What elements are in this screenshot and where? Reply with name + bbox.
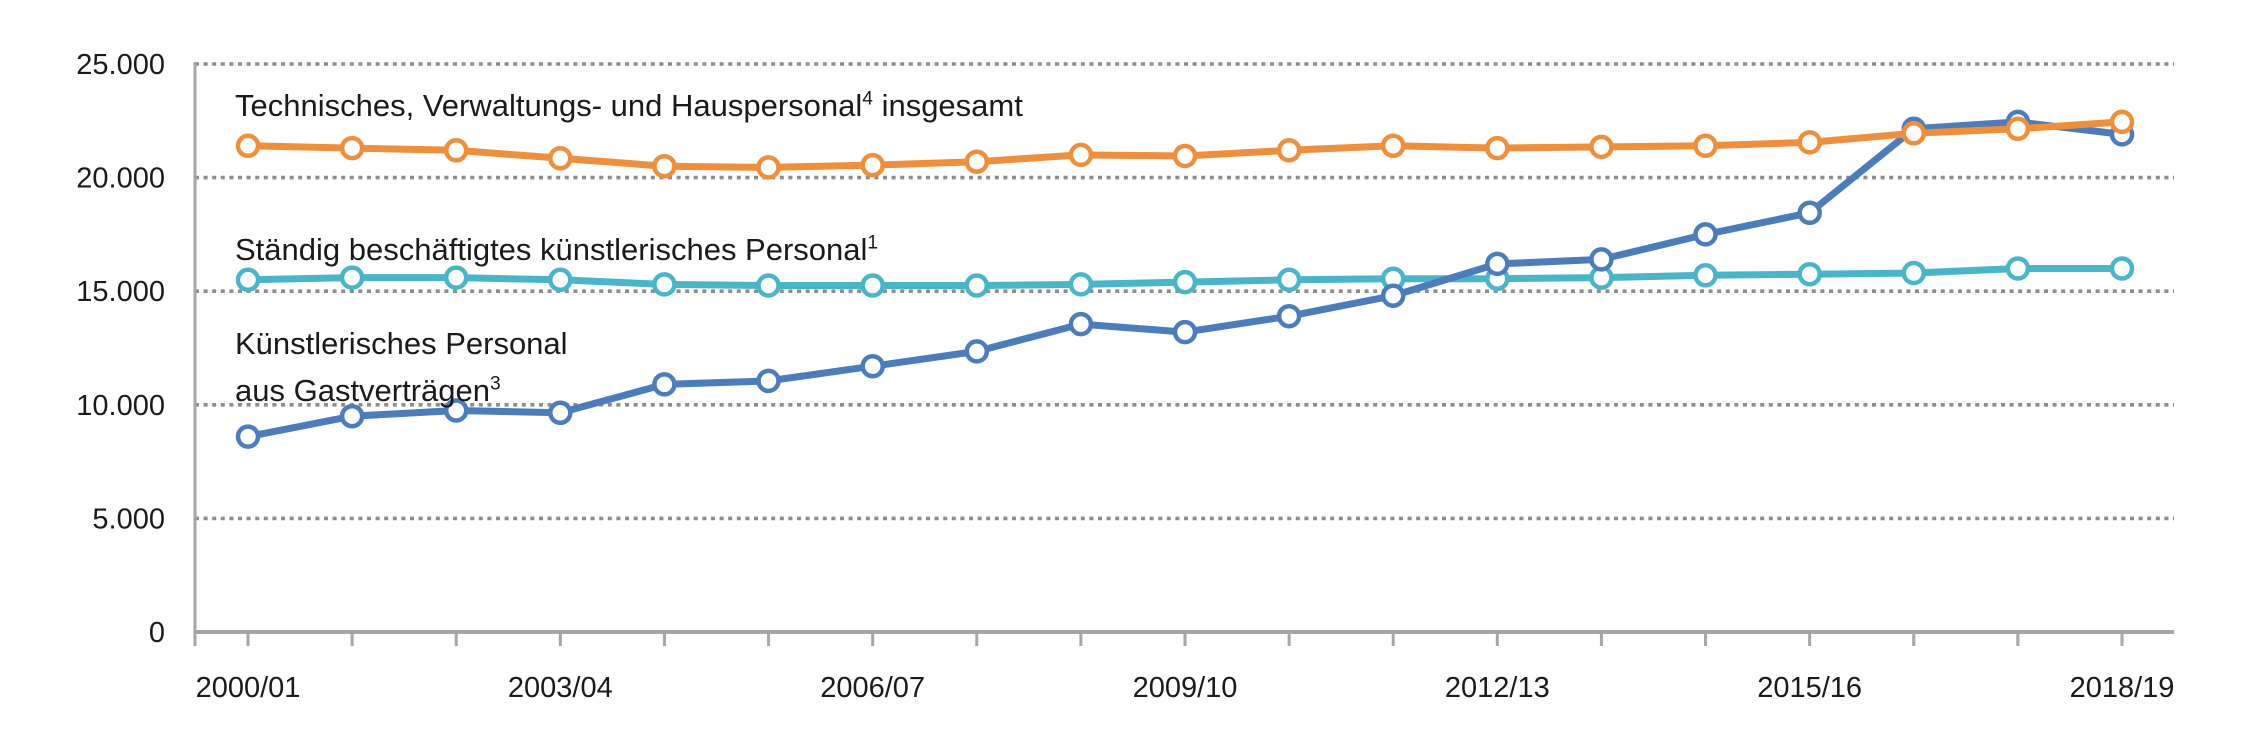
annotation-technical-admin-house-staff: Technisches, Verwaltungs- und Hausperson… — [235, 82, 1023, 129]
marker-guest-contract-artistic-staff — [652, 372, 677, 397]
marker-technical-admin-house-staff-total — [235, 133, 261, 159]
footnote-marker: 4 — [862, 88, 873, 110]
marker-technical-admin-house-staff-total — [1797, 130, 1822, 155]
annotation-text: insgesamt — [872, 88, 1023, 123]
marker-technical-admin-house-staff-total — [1693, 133, 1718, 159]
annotation-line-1: Künstlerisches Personal — [235, 320, 568, 367]
marker-guest-contract-artistic-staff — [1693, 222, 1718, 247]
marker-guest-contract-artistic-staff — [964, 339, 990, 364]
annotation-text: aus Gastverträgen — [235, 373, 491, 408]
annotation-line-2: aus Gastverträgen3 — [235, 367, 568, 414]
marker-technical-admin-house-staff-total — [1276, 138, 1302, 163]
marker-permanent-artistic-staff — [443, 265, 469, 290]
annotation-text: Technisches, Verwaltungs- und Hausperson… — [235, 88, 863, 123]
marker-guest-contract-artistic-staff — [1276, 303, 1302, 329]
marker-technical-admin-house-staff-total — [1172, 143, 1198, 169]
x-tick-label: 2012/13 — [1445, 672, 1550, 704]
marker-guest-contract-artistic-staff — [756, 368, 781, 394]
marker-permanent-artistic-staff — [2109, 256, 2135, 281]
annotation-permanent-artistic-staff: Ständig beschäftigtes künstlerisches Per… — [235, 226, 878, 273]
marker-permanent-artistic-staff — [860, 273, 885, 298]
marker-technical-admin-house-staff-total — [860, 152, 885, 178]
marker-permanent-artistic-staff — [1797, 261, 1822, 287]
marker-guest-contract-artistic-staff — [1797, 200, 1822, 226]
annotation-text: Ständig beschäftigtes künstlerisches Per… — [235, 232, 868, 267]
marker-permanent-artistic-staff — [1693, 263, 1718, 288]
marker-technical-admin-house-staff-total — [1068, 142, 1094, 168]
marker-guest-contract-artistic-staff — [1380, 283, 1406, 308]
marker-technical-admin-house-staff-total — [548, 146, 573, 171]
marker-guest-contract-artistic-staff — [1068, 311, 1094, 337]
marker-technical-admin-house-staff-total — [2005, 116, 2031, 142]
x-tick-label: 2000/01 — [196, 672, 301, 704]
marker-guest-contract-artistic-staff — [860, 353, 885, 379]
y-tick-label: 15.000 — [76, 276, 165, 308]
marker-technical-admin-house-staff-total — [2109, 109, 2135, 135]
y-tick-label: 5.000 — [92, 503, 165, 535]
marker-permanent-artistic-staff — [235, 267, 261, 293]
marker-permanent-artistic-staff — [548, 267, 573, 293]
marker-permanent-artistic-staff — [1901, 260, 1927, 286]
x-tick-label: 2015/16 — [1757, 672, 1862, 704]
marker-guest-contract-artistic-staff — [443, 398, 469, 423]
annotation-text: Künstlerisches Personal — [235, 326, 568, 361]
marker-permanent-artistic-staff — [1172, 269, 1198, 295]
marker-permanent-artistic-staff — [2005, 256, 2031, 281]
marker-guest-contract-artistic-staff — [1172, 319, 1198, 345]
marker-technical-admin-house-staff-total — [1589, 134, 1614, 160]
marker-permanent-artistic-staff — [756, 273, 781, 298]
annotation-guest-contract-staff: Künstlerisches Personal aus Gastverträge… — [235, 320, 568, 414]
marker-permanent-artistic-staff — [964, 273, 990, 298]
marker-technical-admin-house-staff-total — [443, 138, 469, 163]
marker-permanent-artistic-staff — [1276, 267, 1302, 293]
y-tick-label: 20.000 — [76, 163, 165, 195]
marker-guest-contract-artistic-staff — [548, 400, 573, 426]
x-tick-label: 2003/04 — [508, 672, 613, 704]
marker-permanent-artistic-staff — [1068, 272, 1094, 297]
marker-technical-admin-house-staff-total — [652, 153, 677, 179]
marker-guest-contract-artistic-staff — [1589, 247, 1614, 272]
y-tick-label: 0 — [149, 617, 165, 649]
marker-technical-admin-house-staff-total — [1901, 121, 1927, 146]
marker-technical-admin-house-staff-total — [1485, 135, 1510, 161]
marker-guest-contract-artistic-staff — [339, 403, 365, 429]
y-tick-label: 25.000 — [76, 49, 165, 81]
x-tick-label: 2009/10 — [1133, 672, 1238, 704]
marker-guest-contract-artistic-staff — [1485, 251, 1510, 277]
marker-technical-admin-house-staff-total — [964, 149, 990, 174]
x-tick-label: 2006/07 — [820, 672, 925, 704]
marker-technical-admin-house-staff-total — [756, 155, 781, 180]
marker-permanent-artistic-staff — [339, 265, 365, 290]
y-tick-label: 10.000 — [76, 390, 165, 422]
footnote-marker: 1 — [867, 232, 879, 254]
marker-guest-contract-artistic-staff — [235, 424, 261, 449]
marker-permanent-artistic-staff — [652, 272, 677, 297]
x-tick-label: 2018/19 — [2070, 672, 2175, 704]
footnote-marker: 3 — [490, 373, 501, 395]
marker-technical-admin-house-staff-total — [339, 135, 365, 161]
marker-technical-admin-house-staff-total — [1380, 133, 1406, 159]
